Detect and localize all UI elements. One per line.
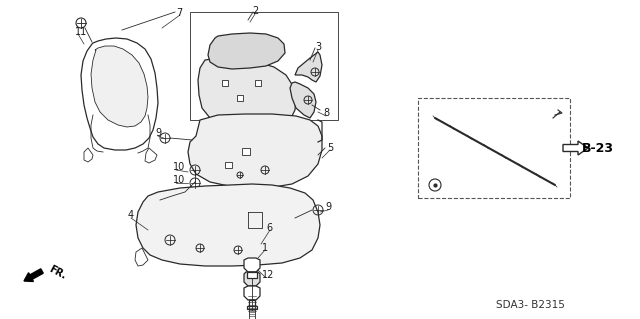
FancyArrow shape	[563, 141, 588, 155]
Text: 2: 2	[252, 6, 259, 16]
Polygon shape	[188, 114, 322, 188]
Text: SDA3- B2315: SDA3- B2315	[495, 300, 564, 310]
Text: 10: 10	[173, 175, 185, 185]
Polygon shape	[198, 59, 296, 130]
Polygon shape	[136, 184, 320, 266]
Polygon shape	[145, 148, 157, 163]
Polygon shape	[290, 82, 316, 118]
Text: 9: 9	[155, 128, 161, 138]
Text: 9: 9	[325, 202, 331, 212]
FancyArrow shape	[24, 269, 44, 281]
Bar	[418, 98, 570, 198]
Text: 1: 1	[262, 243, 268, 253]
Polygon shape	[244, 272, 260, 286]
Text: 8: 8	[323, 108, 329, 118]
Polygon shape	[135, 248, 148, 266]
Polygon shape	[225, 162, 232, 168]
Polygon shape	[244, 286, 260, 300]
Polygon shape	[244, 258, 260, 272]
Polygon shape	[208, 33, 285, 69]
Text: 11: 11	[75, 27, 87, 37]
Text: 3: 3	[315, 42, 321, 52]
Polygon shape	[247, 272, 257, 278]
Text: 12: 12	[262, 270, 275, 280]
Polygon shape	[84, 148, 93, 162]
Bar	[190, 12, 338, 120]
Text: 10: 10	[173, 162, 185, 172]
Polygon shape	[242, 148, 250, 155]
Polygon shape	[247, 306, 257, 309]
Polygon shape	[222, 80, 228, 86]
Text: 5: 5	[327, 143, 333, 153]
Text: 6: 6	[266, 223, 272, 233]
Polygon shape	[237, 95, 243, 101]
Polygon shape	[91, 46, 148, 127]
Text: 7: 7	[176, 8, 182, 18]
Polygon shape	[249, 300, 255, 306]
Polygon shape	[255, 80, 261, 86]
Text: FR.: FR.	[47, 264, 68, 282]
Polygon shape	[81, 38, 158, 150]
Text: 4: 4	[128, 210, 134, 220]
Text: B-23: B-23	[582, 142, 614, 154]
Polygon shape	[295, 52, 322, 82]
